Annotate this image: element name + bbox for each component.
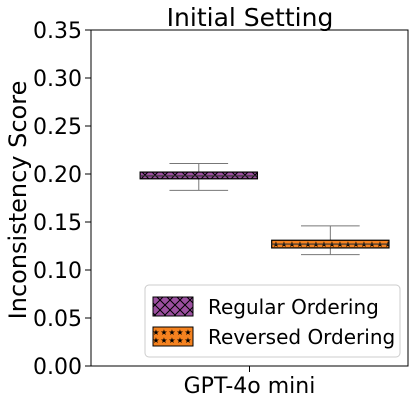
legend-label: Reversed Ordering	[208, 325, 395, 349]
box-plots	[139, 162, 390, 256]
y-tick-label: 0.30	[33, 67, 82, 92]
legend-label: Regular Ordering	[208, 295, 379, 319]
legend-swatch	[152, 326, 194, 347]
x-tick-label: GPT-4o mini	[184, 374, 316, 399]
y-tick-label: 0.05	[33, 307, 82, 332]
y-tick-label: 0.00	[33, 355, 82, 380]
y-tick-label: 0.25	[33, 115, 82, 140]
box-reversed	[271, 225, 390, 256]
y-tick-label: 0.35	[33, 19, 82, 44]
legend-swatch	[152, 296, 194, 317]
legend-box	[144, 284, 401, 358]
y-tick-label: 0.10	[33, 259, 82, 284]
x-axis: GPT-4o mini	[184, 366, 316, 399]
chart-title: Initial Setting	[167, 3, 334, 32]
box-regular	[139, 162, 259, 191]
y-axis: 0.00 0.05 0.10 0.15 0.20 0.25 0.30 0.35	[33, 19, 91, 380]
y-tick-label: 0.20	[33, 163, 82, 188]
legend: Regular Ordering Reversed Ordering	[144, 284, 401, 358]
y-axis-label: Inconsistency Score	[4, 81, 32, 320]
y-tick-label: 0.15	[33, 211, 82, 236]
